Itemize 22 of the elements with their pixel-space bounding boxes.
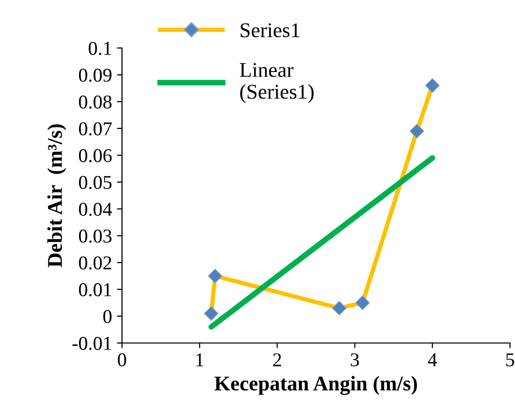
x-tick-label: 2 xyxy=(273,353,281,366)
x-tick-label: 0 xyxy=(118,353,126,366)
legend-label: Linear (Series1) xyxy=(240,63,314,104)
y-tick-label: 0.06 xyxy=(78,149,112,162)
x-tick-label: 1 xyxy=(196,353,204,366)
x-axis-title: Kecepatan Angin (m/s) xyxy=(214,376,417,395)
x-tick-label: 3 xyxy=(350,353,359,366)
y-tick-label: 0.01 xyxy=(78,283,112,296)
y-axis-title: Debit Air (m³/s) xyxy=(47,124,66,268)
x-tick-label: 4 xyxy=(428,353,437,366)
legend-label: Series1 xyxy=(240,23,300,38)
x-tick-label: 5 xyxy=(506,353,514,366)
y-tick-label: 0.04 xyxy=(78,202,112,216)
y-tick-label: 0.05 xyxy=(78,176,112,190)
y-tick-label: 0 xyxy=(103,310,112,324)
y-tick-label: 0.1 xyxy=(88,42,112,56)
y-tick-label: 0.09 xyxy=(78,68,112,82)
y-tick-label: 0.07 xyxy=(78,122,112,136)
y-tick-label: -0.01 xyxy=(72,336,112,350)
y-tick-label: 0.03 xyxy=(78,230,112,243)
y-tick-label: 0.08 xyxy=(78,95,112,109)
y-tick-label: 0.02 xyxy=(78,256,112,270)
